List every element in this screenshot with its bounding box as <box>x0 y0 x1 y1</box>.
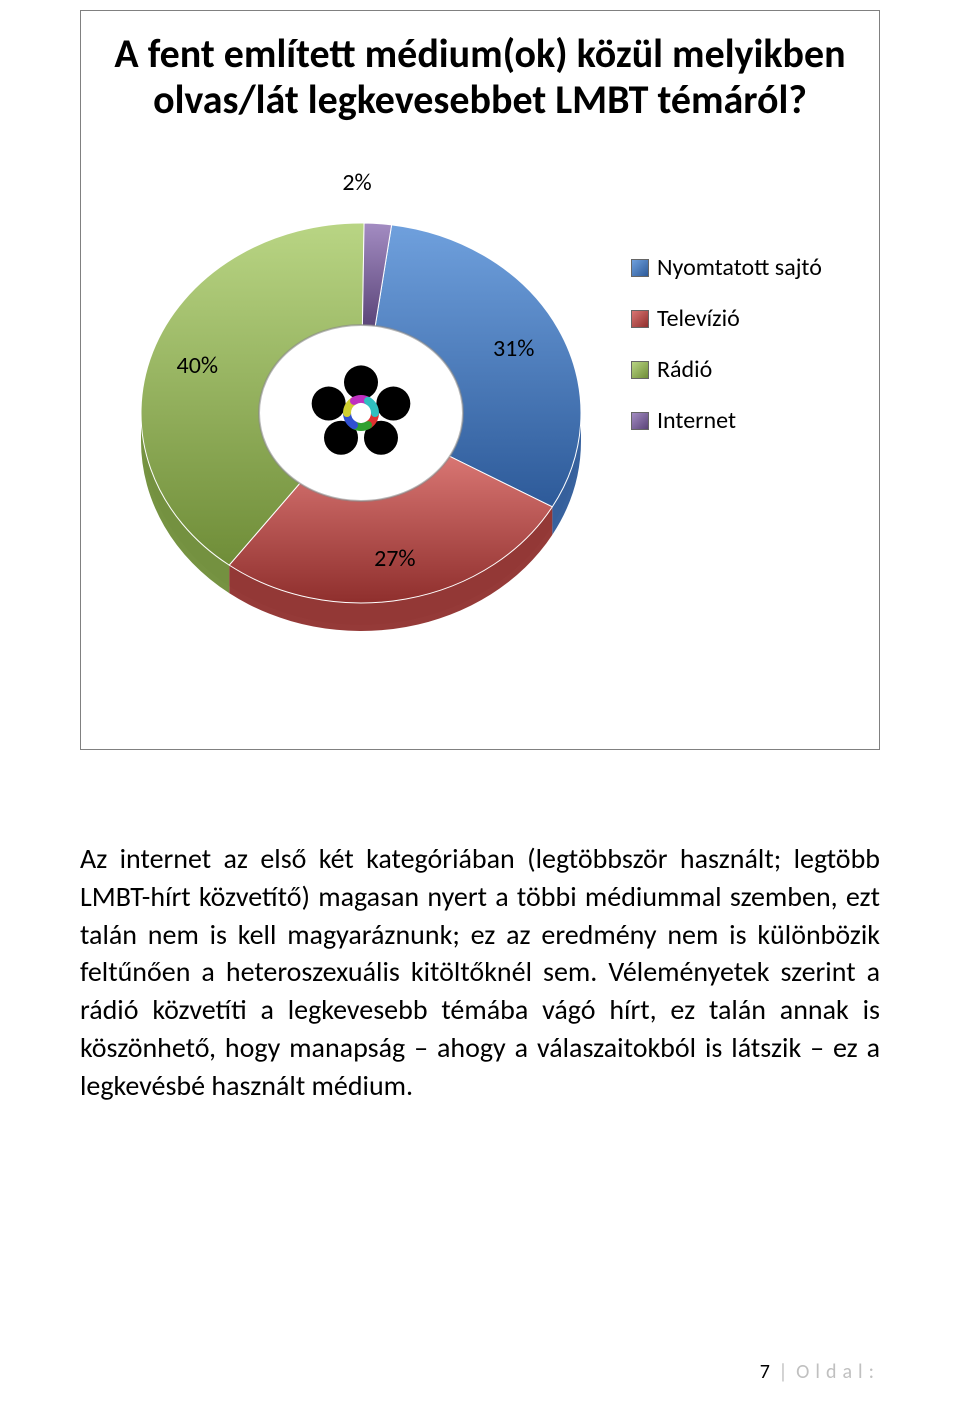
page-number: 7 <box>760 1360 770 1384</box>
legend-label: Internet <box>657 406 736 435</box>
pct-label: 40% <box>177 351 218 380</box>
pct-label: 27% <box>374 544 415 573</box>
body-paragraph: Az internet az első két kategóriában (le… <box>80 840 880 1105</box>
chart-title: A fent említett médium(ok) közül melyikb… <box>101 31 859 123</box>
legend-item: Televízió <box>631 304 822 333</box>
legend-item: Rádió <box>631 355 822 384</box>
legend-swatch-icon <box>631 412 649 430</box>
legend-item: Nyomtatott sajtó <box>631 253 822 282</box>
chart-frame: A fent említett médium(ok) közül melyikb… <box>80 10 880 750</box>
footer-separator: | <box>778 1360 787 1384</box>
legend-swatch-icon <box>631 310 649 328</box>
footer-label: Oldal: <box>796 1360 880 1384</box>
donut-svg <box>101 143 621 663</box>
legend: Nyomtatott sajtó Televízió Rádió Internet <box>631 253 822 457</box>
pct-label: 31% <box>493 334 534 363</box>
page: A fent említett médium(ok) közül melyikb… <box>0 10 960 1424</box>
legend-swatch-icon <box>631 259 649 277</box>
page-footer: 7 | Oldal: <box>760 1360 880 1384</box>
legend-label: Rádió <box>657 355 712 384</box>
legend-swatch-icon <box>631 361 649 379</box>
pct-label: 2% <box>342 168 371 197</box>
donut-chart: 31% 27% 40% 2% <box>101 143 621 663</box>
legend-item: Internet <box>631 406 822 435</box>
legend-label: Nyomtatott sajtó <box>657 253 822 282</box>
legend-label: Televízió <box>657 304 740 333</box>
chart-body: 31% 27% 40% 2% Nyomtatott sajtó Televízió Rád… <box>101 143 859 663</box>
